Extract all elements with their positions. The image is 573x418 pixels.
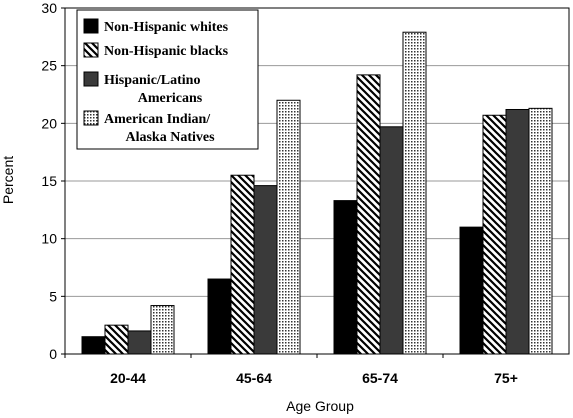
legend-swatch: [83, 71, 99, 87]
x-tick-label: 75+: [494, 370, 518, 386]
bar-solid-black: [459, 226, 484, 355]
y-axis-title: Percent: [0, 156, 16, 204]
bar-solid-black: [333, 200, 358, 355]
bar-dotted: [276, 99, 301, 355]
y-tick-label: 15: [41, 173, 57, 189]
x-axis-title: Age Group: [286, 398, 354, 414]
legend-label: Hispanic/Latino: [104, 73, 200, 88]
legend: Non-Hispanic whites Non-Hispanic blacks Hi…: [76, 9, 259, 150]
legend-swatch: [83, 18, 99, 34]
bar-dotted: [150, 305, 175, 355]
legend-swatch: [83, 42, 99, 58]
y-axis-ticks: 0 5 10 15 20 25 30: [41, 0, 65, 362]
bar-dotted: [528, 107, 553, 355]
x-axis-labels: 20-44 45-64 65-74 75+: [64, 354, 518, 386]
bar-solid-black: [81, 336, 106, 355]
bar-dotted: [402, 31, 427, 355]
y-tick-label: 25: [41, 58, 57, 74]
bar-solid-dark-gray: [505, 108, 530, 355]
y-tick-label: 20: [41, 115, 57, 131]
bar-diagonal-hatch: [356, 74, 381, 355]
bar-diagonal-hatch: [482, 114, 507, 355]
bar-solid-dark-gray: [127, 330, 152, 355]
bar-diagonal-hatch: [230, 174, 255, 355]
x-tick-label: 65-74: [362, 370, 398, 386]
legend-label: Non-Hispanic whites: [104, 20, 229, 35]
bar-solid-black: [207, 278, 232, 355]
legend-label: American Indian/: [104, 112, 211, 127]
y-tick-label: 0: [49, 346, 57, 362]
legend-label: Alaska Natives: [125, 130, 215, 145]
legend-label: Non-Hispanic blacks: [104, 44, 229, 59]
x-tick-label: 20-44: [110, 370, 146, 386]
y-tick-label: 30: [41, 0, 57, 16]
x-tick-label: 45-64: [236, 370, 272, 386]
bar-diagonal-hatch: [104, 324, 129, 355]
bar-solid-dark-gray: [253, 185, 278, 355]
legend-label: Americans: [138, 91, 203, 106]
legend-swatch: [83, 110, 99, 126]
bar-solid-dark-gray: [379, 126, 404, 355]
y-tick-label: 5: [49, 288, 57, 304]
legend-box: [76, 9, 259, 150]
y-tick-label: 10: [41, 231, 57, 247]
